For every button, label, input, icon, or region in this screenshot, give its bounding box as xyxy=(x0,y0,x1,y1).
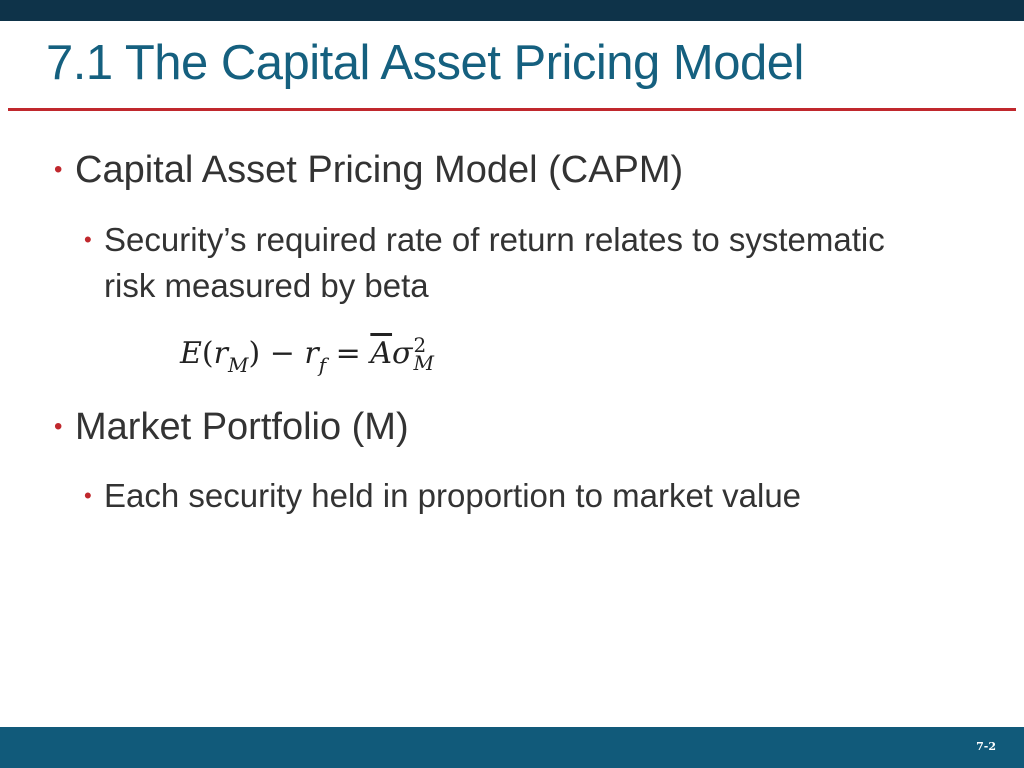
bullet-dot-icon: • xyxy=(54,156,63,183)
sub-bullet-required-return: • Security’s required rate of return rel… xyxy=(84,217,904,309)
formula-equals: = xyxy=(326,336,371,371)
formula-r-riskfree: r xyxy=(304,336,319,371)
sub-bullet-proportion-text: Each security held in proportion to mark… xyxy=(104,477,802,514)
formula-risk-aversion-symbol: A xyxy=(370,336,393,371)
bullet-dot-icon: • xyxy=(54,413,63,440)
formula-r-market-subscript: M xyxy=(227,353,249,377)
capm-formula: E(rM) − rf = Aσ 2 M xyxy=(180,330,434,389)
formula-r-market: r xyxy=(213,336,228,371)
sub-bullet-proportion: • Each security held in proportion to ma… xyxy=(84,473,802,519)
formula-expected-symbol: E xyxy=(180,336,202,371)
sub-bullet-dot-icon: • xyxy=(84,227,92,252)
slide-title: 7.1 The Capital Asset Pricing Model xyxy=(46,36,804,90)
formula-r-riskfree-subscript: f xyxy=(318,353,327,377)
formula-open-paren: ( xyxy=(201,336,214,371)
sub-bullet-dot-icon: • xyxy=(84,483,92,508)
bullet-market-portfolio: • Market Portfolio (M) xyxy=(54,403,409,451)
formula-close-paren: ) xyxy=(248,336,261,371)
formula-sigma-symbol: σ xyxy=(392,336,413,371)
bottom-footer-band: 7-2 xyxy=(0,727,1024,768)
title-underline-rule xyxy=(8,108,1016,111)
formula-sigma-subscript: M xyxy=(413,351,434,375)
sub-bullet-required-return-text: Security’s required rate of return relat… xyxy=(104,221,885,304)
bullet-capm: • Capital Asset Pricing Model (CAPM) xyxy=(54,146,684,194)
page-number: 7-2 xyxy=(976,740,996,753)
formula-minus: − xyxy=(260,336,305,371)
formula-sigma-superscript: 2 xyxy=(413,333,427,357)
bullet-capm-text: Capital Asset Pricing Model (CAPM) xyxy=(75,149,684,191)
top-header-band xyxy=(0,0,1024,21)
bullet-market-portfolio-text: Market Portfolio (M) xyxy=(75,406,409,448)
